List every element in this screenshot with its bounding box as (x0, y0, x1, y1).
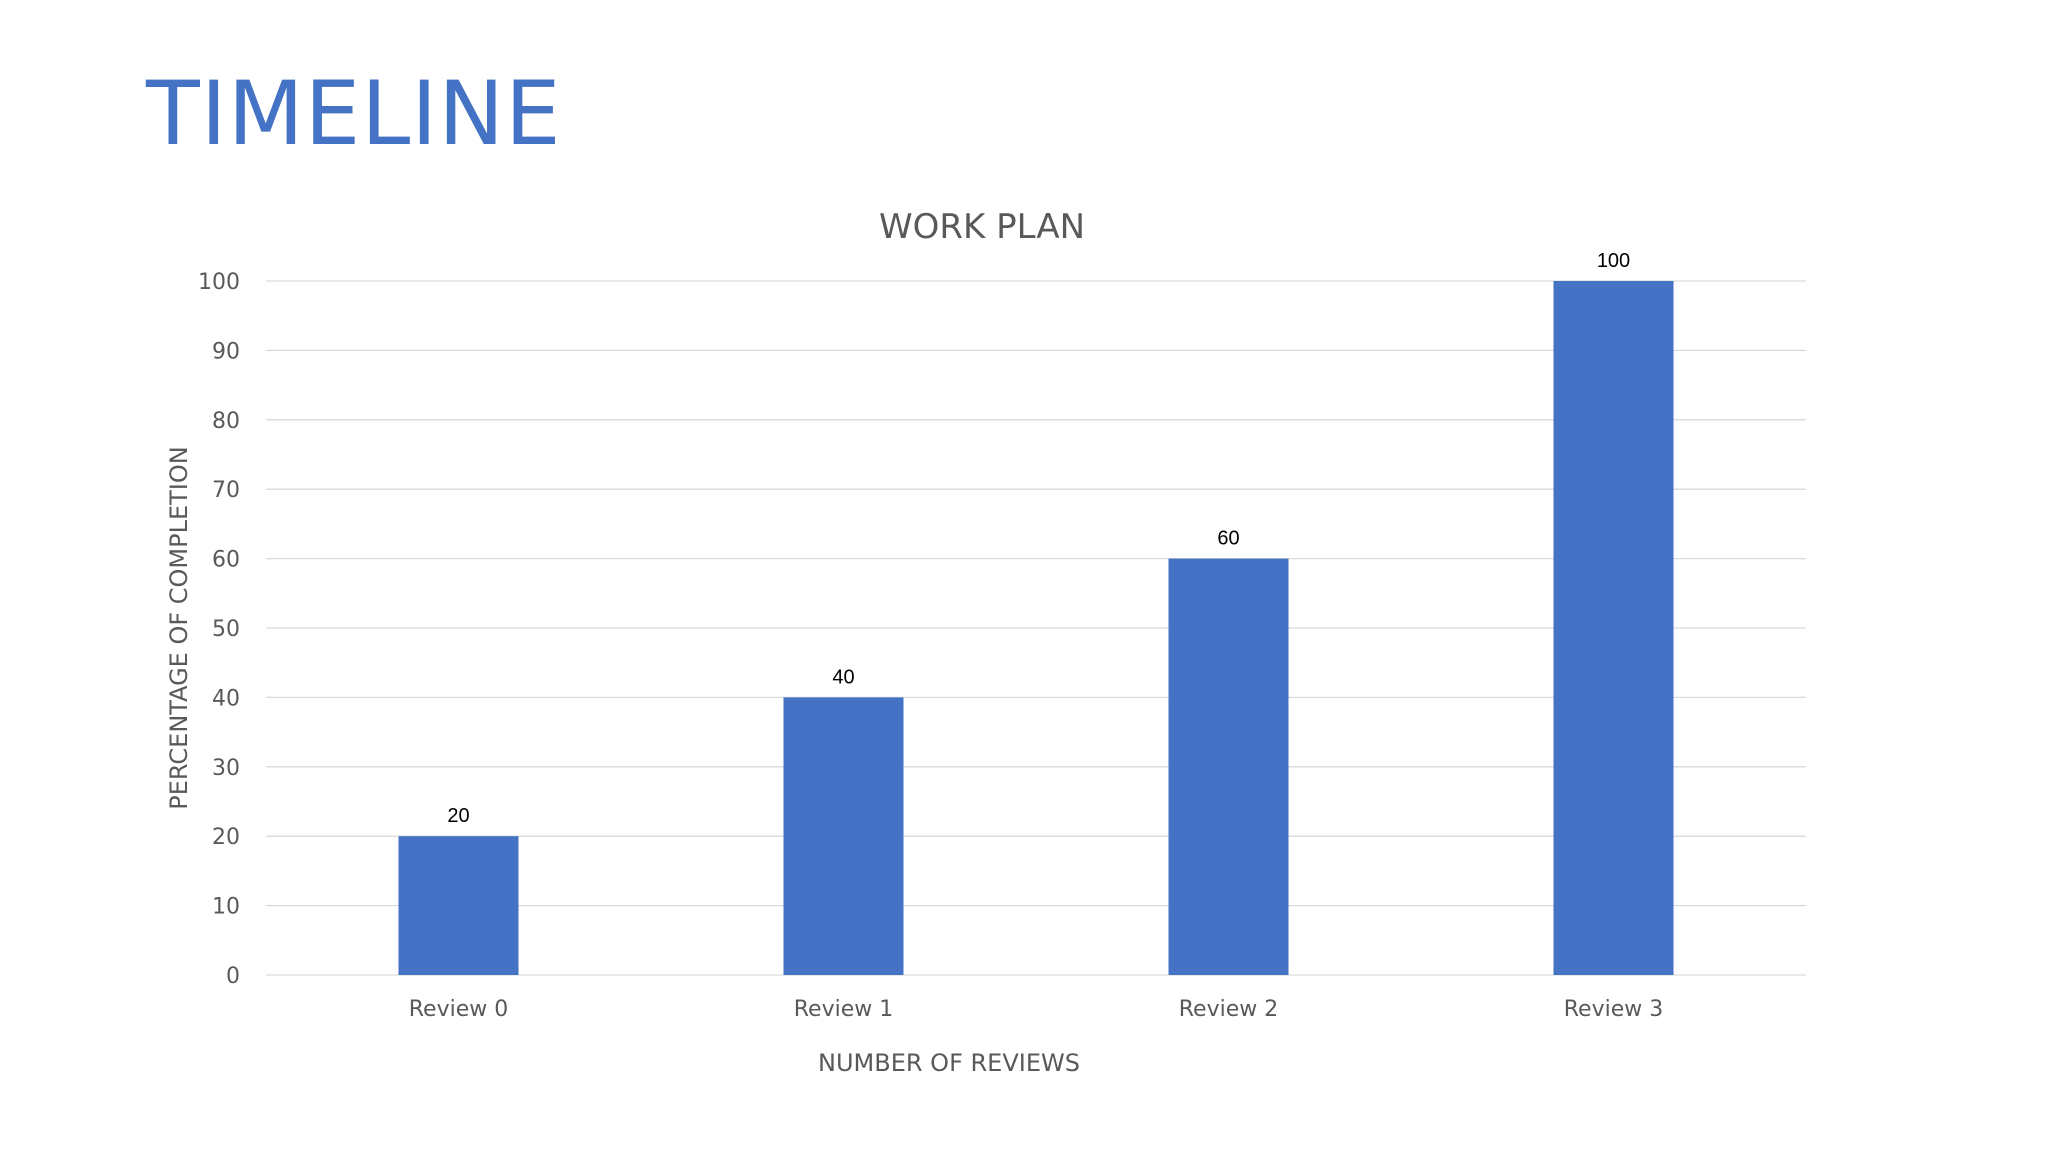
y-tick-label: 20 (212, 825, 240, 850)
y-axis-ticks: 0 10 20 30 40 50 60 70 80 90 100 (198, 270, 240, 989)
y-tick-label: 50 (212, 617, 240, 642)
y-tick-label: 10 (212, 895, 240, 920)
y-tick-label: 60 (212, 548, 240, 573)
chart-title: WORK PLAN (879, 207, 1085, 247)
y-axis-title: PERCENTAGE OF COMPLETION (165, 446, 193, 809)
x-tick-label: Review 0 (409, 997, 508, 1022)
data-label: 60 (1217, 528, 1239, 550)
data-label: 40 (832, 666, 854, 688)
y-tick-label: 40 (212, 686, 240, 711)
data-labels: 20 40 60 100 (447, 250, 1630, 827)
y-tick-label: 80 (212, 409, 240, 434)
data-label: 20 (447, 805, 469, 827)
bar (1168, 558, 1289, 975)
x-tick-label: Review 1 (794, 997, 893, 1022)
bar (1553, 281, 1674, 975)
y-tick-label: 30 (212, 756, 240, 781)
y-tick-label: 0 (226, 964, 240, 989)
x-tick-label: Review 3 (1564, 997, 1663, 1022)
data-label: 100 (1597, 250, 1630, 272)
y-tick-label: 70 (212, 478, 240, 503)
bars (398, 281, 1674, 975)
y-tick-label: 100 (198, 270, 240, 295)
x-tick-label: Review 2 (1179, 997, 1278, 1022)
bar (783, 697, 904, 975)
slide-title: TIMELINE (146, 62, 562, 165)
bar (398, 836, 519, 975)
gridlines (266, 280, 1806, 976)
x-axis-title: NUMBER OF REVIEWS (818, 1049, 1080, 1077)
x-axis-ticks: Review 0 Review 1 Review 2 Review 3 (409, 997, 1663, 1022)
y-tick-label: 90 (212, 339, 240, 364)
